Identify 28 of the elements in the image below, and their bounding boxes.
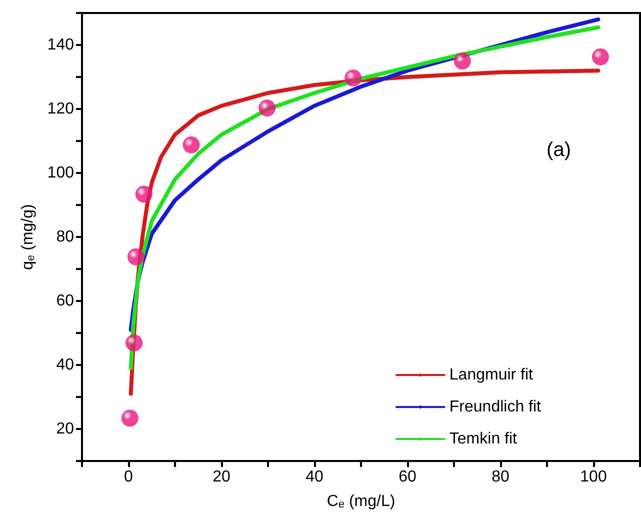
y-tick-label: 100 bbox=[47, 164, 74, 182]
y-tick-label: 80 bbox=[56, 228, 74, 246]
y-tick-label: 20 bbox=[56, 420, 74, 438]
point bbox=[182, 136, 200, 154]
legend-label: Langmuir fit bbox=[449, 366, 534, 384]
x-tick-label: 20 bbox=[212, 468, 230, 486]
point bbox=[454, 52, 471, 70]
y-tick-label: 140 bbox=[47, 36, 74, 54]
x-tick-label: 100 bbox=[580, 468, 607, 486]
point bbox=[344, 69, 362, 86]
point bbox=[127, 248, 144, 266]
y-axis-title: qe (mg/g) bbox=[19, 204, 37, 270]
x-tick-label: 80 bbox=[492, 468, 510, 486]
point bbox=[135, 186, 152, 203]
point bbox=[121, 410, 138, 427]
x-tick-label: 40 bbox=[306, 468, 324, 486]
y-tick-label: 60 bbox=[56, 292, 74, 310]
point bbox=[126, 334, 143, 352]
x-axis-title: Ce (mg/L) bbox=[326, 493, 396, 510]
point bbox=[592, 48, 609, 66]
point bbox=[258, 100, 276, 117]
y-tick-label: 40 bbox=[56, 356, 74, 374]
x-tick-label: 0 bbox=[124, 468, 134, 486]
x-tick-label: 60 bbox=[398, 468, 416, 486]
legend-label: Temkin fit bbox=[449, 430, 518, 448]
y-tick-label: 120 bbox=[47, 100, 74, 118]
annotation: (a) bbox=[546, 139, 572, 161]
legend-label: Freundlich fit bbox=[449, 398, 542, 416]
